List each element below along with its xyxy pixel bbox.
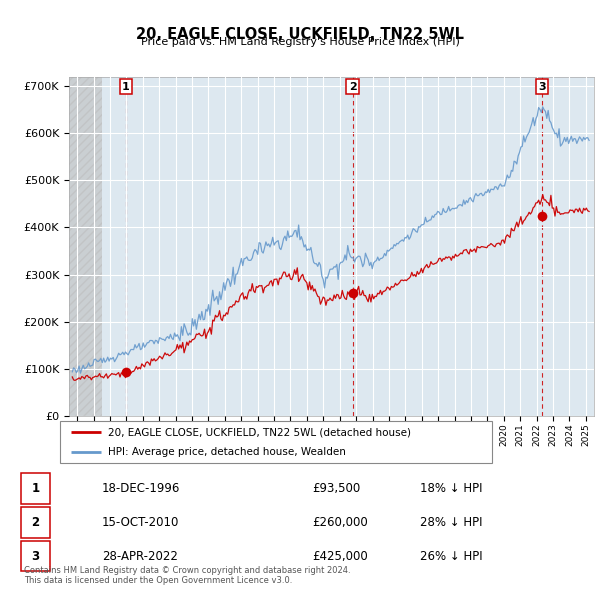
Text: £425,000: £425,000: [312, 549, 368, 563]
Text: 18% ↓ HPI: 18% ↓ HPI: [420, 482, 482, 496]
Text: 18-DEC-1996: 18-DEC-1996: [102, 482, 181, 496]
Text: 28-APR-2022: 28-APR-2022: [102, 549, 178, 563]
Text: 15-OCT-2010: 15-OCT-2010: [102, 516, 179, 529]
Text: 20, EAGLE CLOSE, UCKFIELD, TN22 5WL: 20, EAGLE CLOSE, UCKFIELD, TN22 5WL: [136, 27, 464, 41]
Text: HPI: Average price, detached house, Wealden: HPI: Average price, detached house, Weal…: [107, 447, 346, 457]
Text: Price paid vs. HM Land Registry's House Price Index (HPI): Price paid vs. HM Land Registry's House …: [140, 37, 460, 47]
Bar: [69, 77, 102, 416]
Text: 1: 1: [122, 82, 130, 92]
Text: 20, EAGLE CLOSE, UCKFIELD, TN22 5WL (detached house): 20, EAGLE CLOSE, UCKFIELD, TN22 5WL (det…: [107, 427, 410, 437]
Text: Contains HM Land Registry data © Crown copyright and database right 2024.
This d: Contains HM Land Registry data © Crown c…: [24, 566, 350, 585]
Text: 28% ↓ HPI: 28% ↓ HPI: [420, 516, 482, 529]
Text: 3: 3: [538, 82, 545, 92]
Text: 3: 3: [31, 549, 40, 563]
FancyBboxPatch shape: [60, 421, 492, 463]
Text: 1: 1: [31, 482, 40, 496]
Text: 2: 2: [31, 516, 40, 529]
Text: £260,000: £260,000: [312, 516, 368, 529]
Text: 2: 2: [349, 82, 356, 92]
Text: 26% ↓ HPI: 26% ↓ HPI: [420, 549, 482, 563]
Text: £93,500: £93,500: [312, 482, 360, 496]
